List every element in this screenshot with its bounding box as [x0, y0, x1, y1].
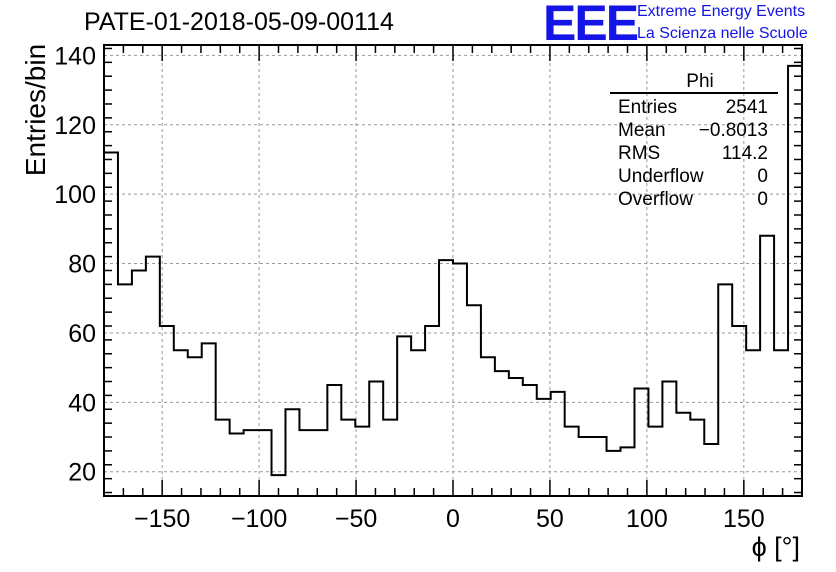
histogram-bin	[634, 388, 648, 496]
stats-row-underflow: Underflow 0	[610, 165, 778, 188]
histogram-bin	[579, 437, 593, 496]
stats-label: Entries	[618, 97, 678, 118]
histogram-bin	[774, 350, 788, 496]
x-tick-label: 50	[536, 505, 564, 533]
stats-label: Mean	[618, 120, 666, 141]
histogram-bin	[313, 430, 327, 496]
histogram-bin	[607, 451, 621, 496]
stats-value: 114.2	[721, 143, 768, 164]
histogram-bin	[718, 284, 732, 496]
y-axis-label: Entries/bin	[20, 43, 51, 177]
stats-row-overflow: Overflow 0	[610, 188, 778, 211]
histogram-bin	[244, 430, 258, 496]
histogram-bin	[467, 305, 481, 496]
x-axis-label: ϕ [°]	[751, 532, 800, 562]
histogram-bin	[621, 447, 635, 496]
y-tick-label: 140	[54, 42, 96, 70]
histogram-bin	[188, 357, 202, 496]
histogram-bin	[439, 260, 453, 496]
y-tick-label: 120	[54, 112, 96, 140]
x-tick-label: −150	[134, 505, 190, 533]
stats-value: 2541	[725, 97, 768, 118]
stats-row-rms: RMS 114.2	[610, 142, 778, 165]
y-tick-label: 80	[68, 251, 96, 279]
stats-label: Overflow	[618, 189, 693, 210]
histogram-bin	[258, 430, 272, 496]
histogram-bin	[118, 284, 132, 496]
histogram-bin	[593, 437, 607, 496]
histogram-bin	[481, 357, 495, 496]
histogram-bin	[551, 392, 565, 496]
histogram-bin	[397, 336, 411, 496]
stats-label: RMS	[618, 143, 661, 164]
stats-title: Phi	[686, 71, 714, 92]
histogram-bin	[160, 326, 174, 496]
histogram-bin	[202, 343, 216, 496]
histogram-bin	[299, 430, 313, 496]
axis-ticks	[103, 45, 803, 496]
histogram-bin	[676, 413, 690, 496]
logo-line-1: Extreme Energy Events	[637, 3, 806, 20]
histogram-bin	[453, 264, 467, 496]
y-tick-label: 60	[68, 320, 96, 348]
histogram-bin	[146, 257, 160, 496]
histogram-bin	[648, 427, 662, 496]
histogram-bin	[425, 326, 439, 496]
histogram-bin	[104, 153, 118, 496]
x-tick-label: 150	[723, 505, 765, 533]
stats-label: Underflow	[618, 166, 704, 187]
logo-line-2: La Scienza nelle Scuole	[637, 25, 808, 42]
stats-value: −0.8013	[698, 120, 768, 141]
histogram-bin	[369, 382, 383, 496]
plot-title: PATE-01-2018-05-09-00114	[84, 8, 394, 36]
histogram-bin	[495, 371, 509, 496]
histogram-bin	[230, 434, 244, 496]
plot-frame	[103, 44, 803, 497]
histogram-bin	[216, 420, 230, 496]
x-tick-label: −50	[335, 505, 377, 533]
histogram-bin	[732, 326, 746, 496]
histogram-bin	[523, 385, 537, 496]
stats-value: 0	[757, 189, 768, 210]
y-tick-label: 100	[54, 181, 96, 209]
histogram-bin	[272, 475, 286, 496]
histogram-bin	[383, 420, 397, 496]
histogram-bin	[760, 236, 774, 496]
y-tick-label: 40	[68, 389, 96, 417]
stats-value: 0	[757, 166, 768, 187]
stats-row-mean: Mean −0.8013	[610, 119, 778, 142]
y-tick-label: 20	[68, 459, 96, 487]
histogram-bin	[565, 427, 579, 496]
stats-box: Phi Entries 2541 Mean −0.8013 RMS 114.2 …	[610, 72, 778, 211]
histogram-bin	[509, 378, 523, 496]
histogram-bin	[174, 350, 188, 496]
histogram-bin	[132, 271, 146, 497]
stats-divider	[610, 92, 778, 94]
stats-row-entries: Entries 2541	[610, 96, 778, 119]
histogram-bin	[355, 427, 369, 496]
x-tick-label: 0	[446, 505, 460, 533]
histogram-bin	[662, 382, 676, 496]
histogram-bin	[327, 385, 341, 496]
histogram-bin	[537, 399, 551, 496]
histogram-bin	[690, 420, 704, 496]
histogram-bin	[411, 350, 425, 496]
x-tick-label: −100	[231, 505, 287, 533]
histogram-bin	[788, 66, 802, 496]
x-tick-label: 100	[626, 505, 668, 533]
histogram-bin	[746, 350, 760, 496]
tick-labels: −150 −100 −50 0 50 100 150 20 40 60 80 100 120 140	[54, 42, 764, 533]
eee-logo: EEE	[543, 0, 639, 51]
histogram-bin	[285, 409, 299, 496]
histogram-outline	[103, 64, 802, 496]
histogram-bin	[341, 420, 355, 496]
histogram-bin	[704, 444, 718, 496]
